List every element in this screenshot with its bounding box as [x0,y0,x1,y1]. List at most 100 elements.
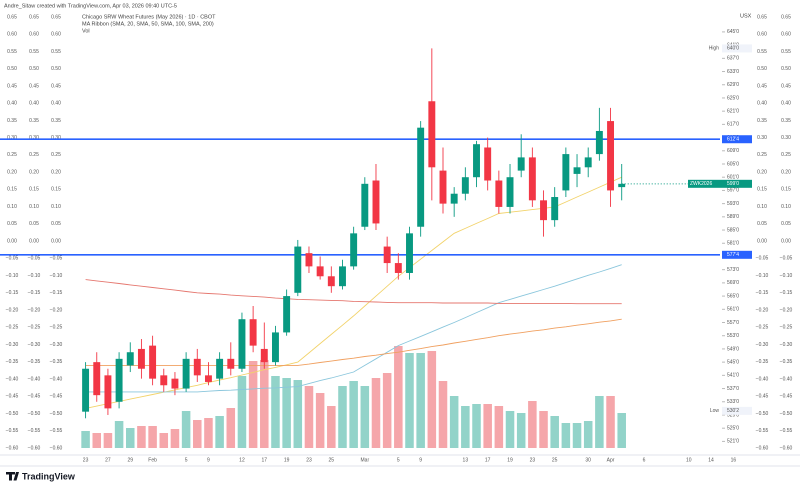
y2-tick-label: −0.15 [780,290,793,296]
y2-tick-label: 0.05 [757,221,767,227]
volume-bar [248,361,258,448]
y2-tick-label: 0.25 [757,152,767,158]
y2-tick-label: 0.20 [781,169,791,175]
candle-body [417,127,425,227]
volume-bar [483,404,492,448]
y-tick-label: 573'0 [727,267,739,273]
y2-tick-label: 0.30 [757,135,767,141]
y2-tick-label: 0.40 [51,101,61,107]
y2-tick-label: 0.60 [757,32,767,38]
candle-body [406,233,413,273]
y2-tick-label: 0.40 [781,101,791,107]
y2-tick-label: −0.35 [28,359,41,365]
candle-body [104,375,112,409]
volume-bar [170,429,180,448]
y2-tick-label: 0.10 [757,204,767,210]
credit: Andre_Sitaw created with TradingView.com… [4,3,177,9]
y2-tick-label: 0.15 [29,187,39,193]
volume-bar [360,386,370,448]
y2-tick-label: −0.45 [28,394,41,400]
candle-body [595,130,603,155]
y2-tick-label: 0.25 [29,152,39,158]
y2-tick-label: 0.55 [7,49,17,55]
y2-tick-label: 0.60 [781,32,791,38]
y2-tick-label: 0.15 [7,187,17,193]
volume-bar [394,346,403,448]
indicator-title: MA Ribbon (SMA, 20, SMA, 50, SMA, 100, S… [82,21,214,27]
volume-bar [494,406,504,448]
y2-tick-label: 0.00 [51,238,61,244]
volume-bar [338,386,347,448]
y2-tick-label: −0.50 [6,411,19,417]
y-tick-label: 609'0 [727,148,739,154]
y2-tick-label: −0.20 [780,307,793,313]
y2-tick-label: 0.15 [781,187,791,193]
y2-tick-label: −0.45 [780,394,793,400]
candle-body [249,319,257,346]
y2-tick-label: 0.65 [757,14,767,20]
candle-body [82,368,90,412]
y2-tick-label: 0.50 [781,66,791,72]
candle-body [607,121,615,191]
y2-tick-label: 0.15 [757,187,767,193]
y2-tick-label: −0.35 [50,359,63,365]
volume-bar [606,396,615,448]
volume-bar [539,411,548,448]
symbol-title: Chicago SRW Wheat Futures (May 2026) · 1… [82,14,216,20]
y2-tick-label: −0.60 [50,445,63,451]
y2-tick-label: 0.55 [51,49,61,55]
candle-body [204,375,212,382]
x-tick-label: 9 [419,457,422,463]
y2-tick-label: 0.20 [29,169,39,175]
candle-body [305,253,313,267]
candle-body [272,332,279,363]
candle-body [260,348,268,363]
candle-body [439,170,447,204]
y-tick-label: 525'0 [727,426,739,432]
x-tick-label: 9 [207,457,210,463]
x-tick-label: 16 [731,457,737,463]
x-tick-label: Feb [148,457,157,463]
candle-body [126,352,134,366]
y2-tick-label: 0.05 [781,221,791,227]
last-price-tag [688,179,752,188]
y2-tick-label: −0.55 [6,428,19,434]
y2-tick-label: −0.55 [756,428,769,434]
y-tick-label: 529'0 [727,412,739,418]
y2-tick-label: 0.45 [7,83,17,89]
y2-tick-label: 0.65 [29,14,39,20]
candle-body [316,266,324,277]
x-tick-label: 23 [83,457,89,463]
y2-tick-label: −0.60 [28,445,41,451]
candle-body [383,246,391,264]
y2-tick-label: 0.45 [757,83,767,89]
y2-tick-label: −0.15 [50,290,63,296]
y2-tick-label: 0.25 [7,152,17,158]
y2-tick-label: 0.05 [7,221,17,227]
y2-tick-label: 0.35 [51,118,61,124]
extreme-tag [722,406,752,415]
moving-average [85,279,622,305]
volume-bar [148,426,157,448]
y2-tick-label: −0.30 [756,342,769,348]
volume-bar [416,353,425,448]
y2-tick-label: 0.40 [757,101,767,107]
y2-tick-label: 0.15 [51,187,61,193]
y-tick-label: 601'0 [727,175,739,181]
candle-body [216,358,224,379]
extreme-label: 640'0 [727,46,739,52]
volume-bar [349,381,358,448]
y2-tick-label: −0.40 [756,376,769,382]
candle-body [372,180,380,224]
y-tick-label: 625'0 [727,95,739,101]
x-tick-label: 19 [284,457,290,463]
y-tick-label: 533'0 [727,399,739,405]
volume-bar [427,351,437,448]
y2-tick-label: −0.15 [6,290,19,296]
y2-tick-label: 0.20 [757,169,767,175]
volume-bar [505,411,515,448]
x-tick-label: Mar [361,457,370,463]
y-tick-label: 541'0 [727,373,739,379]
y2-tick-label: 0.60 [29,32,39,38]
